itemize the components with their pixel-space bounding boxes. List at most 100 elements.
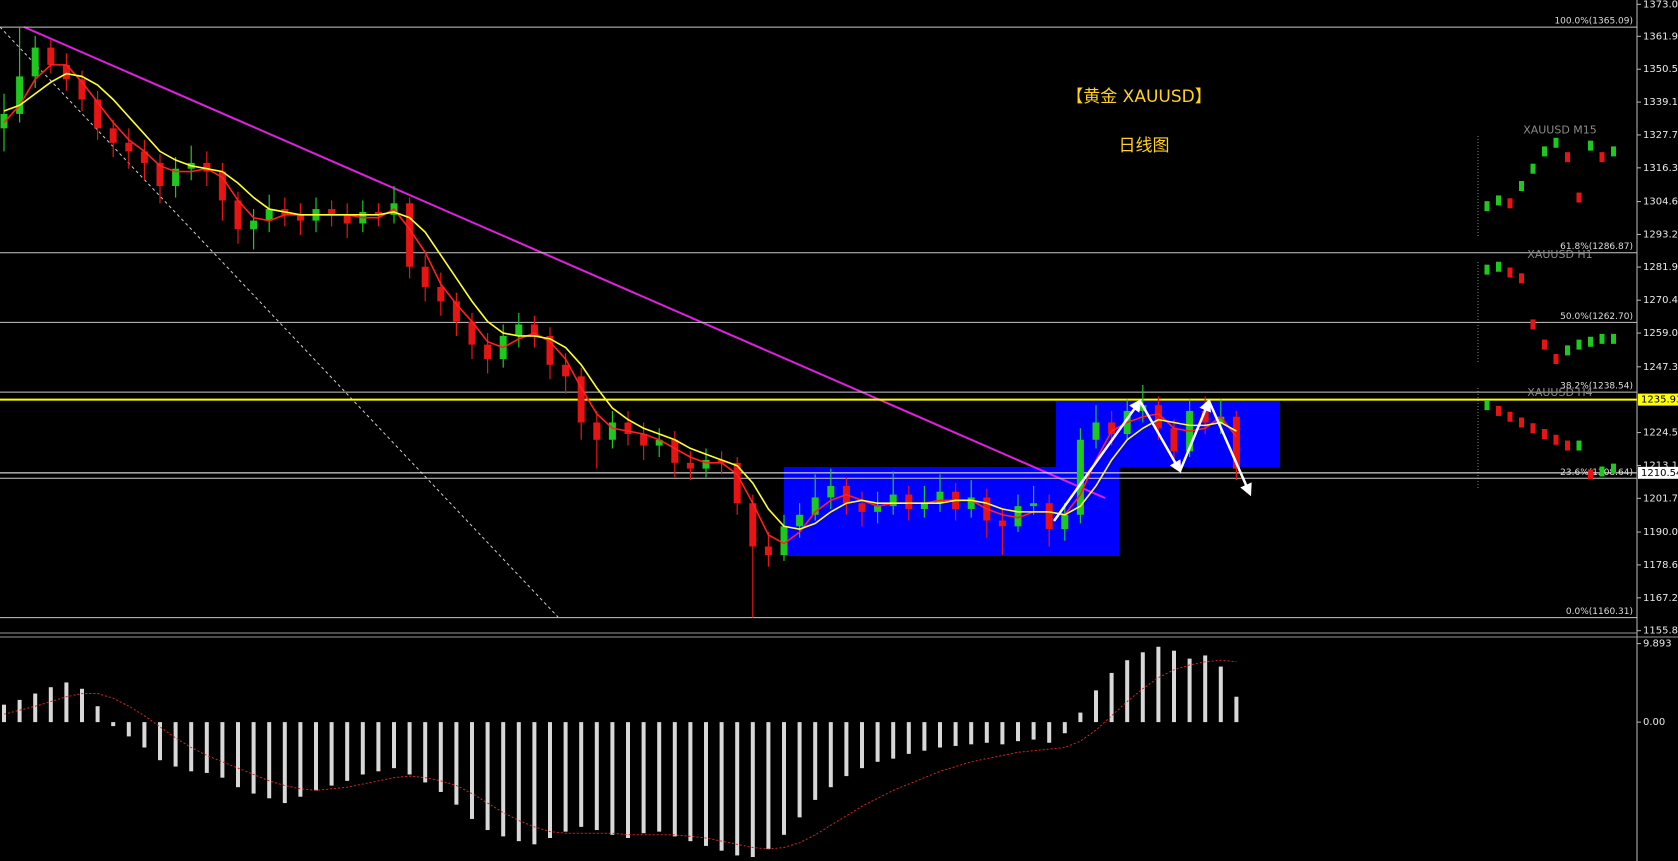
macd-bar: [704, 722, 708, 846]
candle-body: [1092, 422, 1100, 440]
macd-bar: [1109, 672, 1114, 723]
candle-body: [406, 203, 414, 267]
macd-bar: [17, 699, 22, 723]
macd-bar: [111, 722, 116, 727]
candle-body: [78, 79, 86, 100]
inset-point: [1484, 201, 1490, 212]
candle-body: [858, 503, 866, 512]
macd-bar: [220, 722, 225, 778]
candle-body: [546, 335, 554, 365]
candle-body: [125, 142, 133, 152]
macd-bar: [173, 722, 178, 767]
y-tick-label: 1167.20: [1643, 593, 1678, 604]
candle-body: [328, 209, 336, 215]
candle-body: [640, 434, 648, 446]
candle-body: [515, 324, 523, 336]
macd-bar: [641, 722, 646, 834]
macd-bar: [1000, 722, 1005, 745]
y-tick-label: 1201.70: [1643, 493, 1678, 504]
inset-point: [1611, 146, 1616, 157]
candle-body: [1014, 506, 1022, 527]
macd-bar: [735, 722, 740, 856]
macd-bar: [1156, 646, 1161, 723]
candle-body: [998, 520, 1006, 527]
candle-body: [655, 439, 663, 446]
macd-bar: [844, 722, 849, 777]
drawings: [0, 26, 1479, 618]
macd-bar: [329, 722, 334, 786]
macd-bar: [1031, 722, 1036, 740]
inset-point: [1599, 466, 1605, 477]
candle-body: [468, 321, 476, 345]
inset-point: [1553, 137, 1559, 148]
inset-point: [1484, 400, 1490, 411]
y-tick-label: 1316.30: [1643, 163, 1678, 174]
candle-body: [796, 514, 804, 527]
inset-point: [1576, 440, 1582, 451]
macd-bar: [766, 722, 771, 850]
macd-bar: [1016, 722, 1020, 742]
inset-point: [1599, 333, 1605, 344]
candle-body: [343, 214, 351, 224]
macd-bar: [454, 722, 459, 805]
macd-bar: [360, 722, 365, 775]
y-tick-label: 1339.10: [1643, 97, 1678, 108]
candle-body: [1217, 416, 1225, 423]
macd-bar: [891, 722, 896, 759]
inset-point: [1496, 405, 1501, 416]
macd-bar: [158, 722, 162, 761]
trend-line: [23, 26, 1106, 499]
macd-bar: [64, 682, 69, 723]
inset-point: [1542, 339, 1547, 350]
y-tick-label: 1293.20: [1643, 229, 1678, 240]
candle-body: [31, 47, 39, 77]
macd-bar: [345, 722, 350, 781]
inset-point: [1565, 345, 1570, 356]
inset-point: [1576, 192, 1582, 203]
inset-point: [1496, 261, 1501, 272]
y-tick-label: 1373.00: [1643, 0, 1678, 10]
inset-point: [1611, 463, 1616, 474]
inset-title: XAUUSD H4: [1527, 386, 1592, 399]
y-tick-label: 1350.50: [1643, 64, 1678, 75]
candle-body: [0, 113, 8, 129]
fib-label: 0.0%(1160.31): [1566, 607, 1633, 617]
macd-bar: [984, 722, 989, 743]
candle-body: [16, 76, 24, 114]
macd-signal: [3, 659, 1237, 850]
macd-bar: [1203, 655, 1208, 723]
macd-bar: [688, 722, 693, 842]
fib-label: 23.6%(1208.64): [1560, 468, 1633, 478]
candle-body: [296, 214, 304, 221]
candle-body: [827, 485, 835, 498]
macd-bar: [813, 722, 818, 800]
candle-body: [577, 376, 585, 423]
candle-body: [94, 99, 102, 129]
y-tick-label: 9.893: [1643, 639, 1672, 650]
macd-bar: [875, 722, 880, 762]
candle-body: [452, 301, 460, 322]
candle-body: [702, 459, 710, 469]
macd-bar: [95, 706, 100, 723]
y-tick-label: 0.00: [1643, 717, 1665, 728]
inset-point: [1565, 440, 1570, 451]
macd-bar: [532, 722, 537, 845]
candle-body: [218, 171, 226, 201]
macd-bar: [828, 722, 833, 788]
candle-body: [530, 324, 538, 336]
macd-bar: [938, 722, 942, 748]
y-tick-label: 1178.60: [1643, 560, 1678, 571]
y-tick-label: 1190.00: [1643, 527, 1678, 538]
macd-bar: [672, 722, 677, 837]
fib-label: 100.0%(1365.09): [1554, 17, 1633, 27]
macd-bar: [563, 722, 568, 832]
candle-body: [1154, 405, 1162, 429]
range-box: [1056, 401, 1280, 467]
y-tick-label: 1155.80: [1643, 626, 1678, 637]
candle-body: [905, 494, 913, 509]
price-tag: [1638, 393, 1678, 406]
inset-point: [1542, 146, 1547, 157]
macd-bar: [1047, 722, 1052, 743]
macd-bar: [610, 722, 615, 835]
plot: [0, 26, 1637, 858]
